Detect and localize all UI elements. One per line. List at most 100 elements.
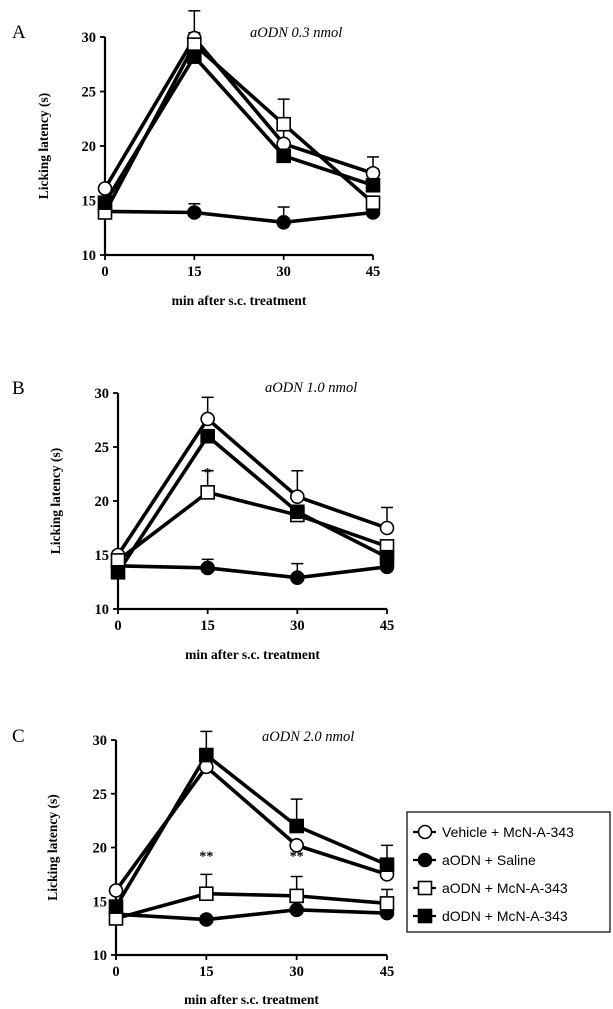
data-point — [365, 177, 381, 193]
y-tick-label: 25 — [82, 85, 97, 101]
data-point — [200, 411, 215, 427]
series-1-markers — [108, 759, 395, 898]
panel-title: aODN 2.0 nmol — [262, 729, 354, 745]
legend-marker — [417, 880, 433, 896]
legend-label: Vehicle + McN-A-343 — [442, 824, 574, 840]
data-point — [97, 181, 113, 196]
series-4-markers — [108, 747, 395, 914]
legend-marker — [417, 824, 433, 840]
legend-item: dODN + McN-A-343 — [413, 908, 568, 924]
y-tick-label: 20 — [82, 139, 97, 155]
y-axis-label: Licking latency (s) — [36, 93, 51, 200]
legend: Vehicle + McN-A-343 aODN + Saline aODN + M… — [406, 811, 611, 933]
x-axis-label: min after s.c. treatment — [172, 293, 307, 308]
x-tick-label: 30 — [290, 618, 305, 634]
data-point — [289, 888, 304, 904]
series-line — [103, 41, 375, 214]
data-point — [199, 747, 214, 763]
y-tick-label: 30 — [95, 386, 110, 402]
data-point — [290, 489, 305, 504]
x-tick-label: 0 — [112, 964, 119, 980]
data-point — [379, 896, 395, 911]
y-tick-label: 25 — [93, 787, 108, 803]
x-tick-label: 45 — [380, 964, 395, 980]
series-line — [114, 764, 388, 892]
y-tick-label: 20 — [95, 494, 110, 510]
data-point — [276, 215, 291, 230]
x-axis-label: min after s.c. treatment — [184, 992, 319, 1007]
series-line — [103, 53, 374, 204]
series-4 — [114, 730, 393, 908]
x-tick-label: 15 — [200, 618, 215, 634]
panel-letter: C — [12, 726, 25, 747]
y-tick-label: 25 — [95, 440, 110, 456]
series-4-markers — [110, 428, 395, 580]
series-line — [115, 891, 388, 921]
data-point — [200, 428, 215, 444]
data-point — [187, 205, 202, 220]
panel-title: aODN 1.0 nmol — [265, 380, 357, 396]
panel-title: aODN 0.3 nmol — [250, 25, 342, 41]
y-tick-label: 10 — [95, 602, 110, 618]
series-line — [116, 490, 388, 562]
series-line — [115, 908, 388, 922]
data-point — [108, 899, 124, 914]
data-point — [289, 838, 304, 853]
y-tick-label: 10 — [93, 948, 108, 964]
data-point — [276, 148, 291, 164]
series-4-markers — [97, 49, 381, 210]
legend-item: aODN + McN-A-343 — [413, 880, 568, 896]
x-axis-label: min after s.c. treatment — [185, 647, 320, 662]
x-tick-label: 45 — [366, 264, 381, 280]
y-tick-label: 30 — [93, 733, 108, 749]
legend-marker — [417, 908, 433, 924]
series-2 — [104, 203, 374, 225]
legend-label: aODN + McN-A-343 — [442, 880, 568, 896]
legend-marker — [417, 852, 433, 868]
x-tick-label: 0 — [101, 264, 108, 280]
data-point — [290, 570, 305, 585]
data-point — [200, 485, 215, 500]
data-point — [108, 883, 124, 898]
data-point — [97, 195, 113, 210]
data-point — [276, 136, 291, 152]
y-tick-label: 20 — [93, 841, 108, 857]
data-point — [379, 549, 395, 565]
series-4 — [116, 433, 388, 574]
data-point — [110, 564, 126, 580]
data-point — [379, 857, 395, 873]
panel-letter: B — [12, 378, 25, 399]
data-point — [289, 902, 304, 918]
legend-label: aODN + Saline — [442, 852, 536, 868]
series-line — [114, 752, 388, 908]
significance-marker: ** — [199, 849, 213, 864]
data-point — [187, 49, 202, 64]
y-tick-label: 15 — [82, 194, 97, 210]
series-line — [117, 564, 388, 580]
series-2 — [117, 558, 388, 580]
data-point — [200, 560, 215, 576]
y-tick-label: 10 — [82, 248, 97, 264]
x-tick-label: 15 — [199, 964, 214, 980]
y-tick-label: 30 — [82, 30, 97, 46]
data-point — [199, 886, 214, 902]
series-line — [116, 416, 388, 556]
series-line — [103, 34, 374, 190]
y-axis-label: Licking latency (s) — [45, 794, 60, 901]
x-tick-label: 45 — [380, 618, 395, 634]
series-3 — [103, 41, 375, 214]
x-tick-label: 15 — [187, 264, 202, 280]
data-point — [379, 520, 395, 536]
data-point — [110, 553, 126, 568]
panel-letter: A — [12, 22, 26, 43]
data-point — [199, 912, 214, 927]
y-tick-label: 15 — [93, 894, 108, 910]
data-point — [289, 818, 304, 834]
series-line — [104, 209, 374, 225]
series-line — [116, 433, 388, 574]
significance-marker: ** — [290, 849, 304, 864]
